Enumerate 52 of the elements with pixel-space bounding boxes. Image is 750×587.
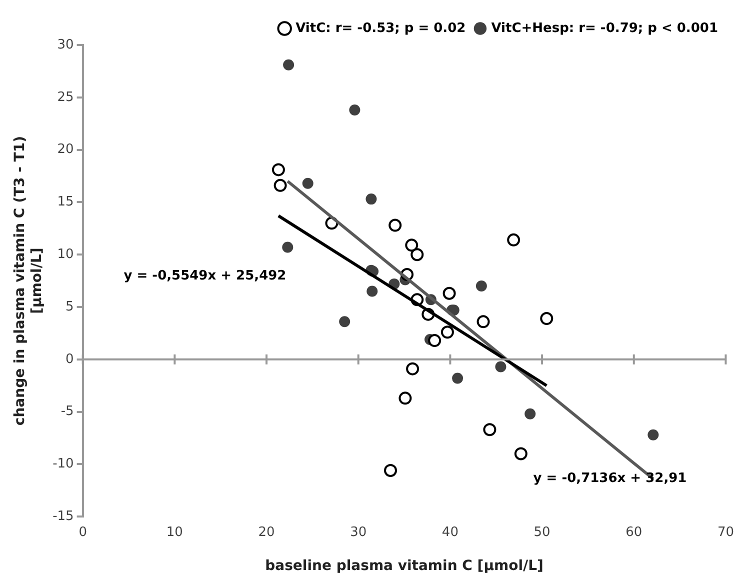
x-tick-label: 70 <box>717 524 734 540</box>
y-tick-label: -15 <box>52 508 74 524</box>
x-tick-label: 40 <box>442 524 458 540</box>
point <box>405 238 418 252</box>
point <box>366 194 377 205</box>
point <box>514 447 528 460</box>
point <box>406 362 420 376</box>
point <box>274 178 287 192</box>
point <box>302 178 314 189</box>
point <box>272 163 285 176</box>
y-tick-label: 0 <box>66 352 74 367</box>
y-axis-title: change in plasma vitamin C (T3 - T1) [µmol/L] <box>12 136 45 426</box>
point <box>507 233 520 246</box>
point <box>366 286 378 297</box>
y-tick-label: 20 <box>57 142 74 158</box>
point <box>476 315 490 328</box>
x-tick-label: 60 <box>626 524 642 540</box>
annotation: y = -0,5549x + 25,492 <box>124 268 286 284</box>
y-tick-label: 15 <box>57 194 74 210</box>
point <box>283 59 294 70</box>
point <box>398 392 412 405</box>
y-tick-label: 5 <box>66 299 74 314</box>
point <box>483 423 496 436</box>
y-tick-label: -5 <box>60 404 74 420</box>
annotation: y = -0,7136x + 32,91 <box>533 471 687 486</box>
y-tick-label: -10 <box>52 456 74 472</box>
point <box>476 280 487 292</box>
legend-label: VitC: r= -0.53; p = 0.02 <box>296 20 466 36</box>
point <box>282 242 294 253</box>
x-axis-title: baseline plasma vitamin C [µmol/L] <box>265 558 544 574</box>
x-tick-label: 10 <box>166 524 183 540</box>
y-tick-label: 25 <box>57 90 74 105</box>
point <box>388 218 402 232</box>
point <box>442 286 456 300</box>
y-tick-label: 30 <box>57 37 74 52</box>
point <box>540 312 554 326</box>
point <box>384 464 398 477</box>
x-tick-label: 0 <box>78 524 87 540</box>
point <box>339 316 350 328</box>
x-tick-label: 20 <box>258 524 275 540</box>
point <box>524 408 536 420</box>
y-tick-label: 10 <box>57 246 74 262</box>
point <box>428 334 442 348</box>
point <box>349 104 360 116</box>
x-tick-label: 30 <box>350 524 367 540</box>
point <box>452 372 464 384</box>
legend-label: VitC+Hesp: r= -0.79; p < 0.001 <box>491 20 718 36</box>
point <box>648 429 659 440</box>
point <box>440 326 454 339</box>
point <box>410 248 424 262</box>
x-tick-label: 50 <box>534 524 550 540</box>
point <box>495 361 506 372</box>
